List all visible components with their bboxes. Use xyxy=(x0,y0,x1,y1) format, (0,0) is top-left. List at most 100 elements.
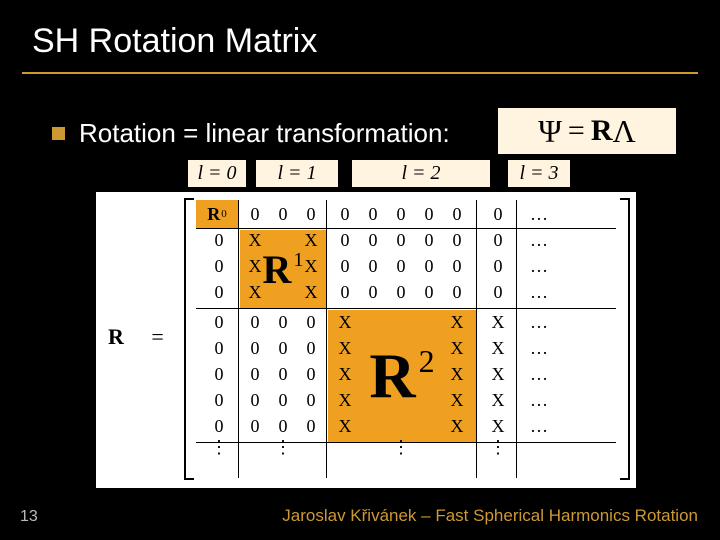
matrix-cell: X xyxy=(332,338,358,359)
matrix-cell: 0 xyxy=(332,230,358,251)
matrix-cell: 0 xyxy=(298,416,324,437)
title-underline xyxy=(22,72,698,74)
matrix-cell: 0 xyxy=(270,364,296,385)
slide-title: SH Rotation Matrix xyxy=(32,22,317,61)
matrix-cell: 0 xyxy=(444,256,470,277)
matrix-cell: 0 xyxy=(270,312,296,333)
matrix-cell: X xyxy=(484,364,512,385)
matrix-cell: X xyxy=(242,256,268,277)
matrix-cell: ⋮ xyxy=(202,444,236,450)
equation-lambda: Λ xyxy=(613,113,636,150)
matrix-cell: X xyxy=(298,256,324,277)
band-label-l2: l = 2 xyxy=(352,160,490,187)
matrix-figure: R = R0 R1 R2 xyxy=(96,192,636,488)
matrix-cell: X xyxy=(484,416,512,437)
matrix-cell: X xyxy=(444,390,470,411)
matrix-cell: 0 xyxy=(332,204,358,225)
bracket-left xyxy=(184,198,194,480)
equation-R: R xyxy=(591,114,613,148)
matrix-cell: 0 xyxy=(270,204,296,225)
matrix-cell: 0 xyxy=(202,312,236,333)
slide: SH Rotation Matrix Rotation = linear tra… xyxy=(0,0,720,540)
matrix-cell: X xyxy=(332,390,358,411)
matrix-cell: 0 xyxy=(270,416,296,437)
matrix-cell: 0 xyxy=(242,204,268,225)
matrix-cell: 0 xyxy=(388,230,414,251)
matrix-cell: 0 xyxy=(360,230,386,251)
matrix-cell: 0 xyxy=(484,204,512,225)
matrix-cell: 0 xyxy=(444,282,470,303)
matrix-cell: 0 xyxy=(332,256,358,277)
matrix-cell: X xyxy=(484,338,512,359)
matrix-cell: 0 xyxy=(242,390,268,411)
matrix-cell: … xyxy=(522,312,556,333)
matrix-cell: … xyxy=(522,416,556,437)
matrix-cell: 0 xyxy=(270,390,296,411)
matrix-cell: 0 xyxy=(202,416,236,437)
matrix-cell: ⋮ xyxy=(388,444,414,450)
matrix-cell: 0 xyxy=(388,282,414,303)
matrix-cell: X xyxy=(332,416,358,437)
matrix-cell: 0 xyxy=(444,230,470,251)
matrix-cell: 0 xyxy=(298,312,324,333)
equation-psi-eq-r-lambda: Ψ = R Λ xyxy=(498,108,676,154)
matrix-cell: 0 xyxy=(388,204,414,225)
matrix-cell: … xyxy=(522,230,556,251)
matrix-cell: X xyxy=(444,312,470,333)
bullet-text: Rotation = linear transformation: xyxy=(79,118,450,149)
matrix-cell: 0 xyxy=(270,338,296,359)
matrix-cell: 0 xyxy=(242,312,268,333)
matrix-cell: X xyxy=(242,282,268,303)
matrix-cell: ⋮ xyxy=(270,444,296,450)
matrix-cell: 0 xyxy=(298,338,324,359)
matrix-cell: 0 xyxy=(242,416,268,437)
matrix-cell: 0 xyxy=(242,364,268,385)
bullet-icon xyxy=(52,127,65,140)
matrix-lhs-eq: = xyxy=(151,324,163,349)
matrix-cell: 0 xyxy=(416,204,442,225)
matrix-cell: 0 xyxy=(202,256,236,277)
matrix-inner: R = R0 R1 R2 xyxy=(96,192,636,488)
matrix-cell: X xyxy=(242,230,268,251)
matrix-cell: X xyxy=(444,364,470,385)
bracket-right xyxy=(620,198,630,480)
matrix-cell: … xyxy=(522,256,556,277)
matrix-cell: 0 xyxy=(298,204,324,225)
matrix-cell: X xyxy=(444,416,470,437)
matrix-cell: 0 xyxy=(202,390,236,411)
band-label-l1: l = 1 xyxy=(256,160,338,187)
matrix-cell: X xyxy=(332,312,358,333)
matrix-cell: 0 xyxy=(298,390,324,411)
matrix-cell: … xyxy=(522,390,556,411)
matrix-grid: 0 0 0 0 0 0 0 0 0 … 0 X X 0 0 0 0 0 0 … xyxy=(196,200,616,478)
matrix-cell: 0 xyxy=(202,282,236,303)
matrix-cell: 0 xyxy=(298,364,324,385)
matrix-cell: … xyxy=(522,338,556,359)
matrix-cell: … xyxy=(522,282,556,303)
matrix-cell: 0 xyxy=(360,282,386,303)
equation-equals: = xyxy=(568,114,585,148)
bullet-row: Rotation = linear transformation: xyxy=(52,118,450,149)
matrix-cell: X xyxy=(332,364,358,385)
matrix-cell: 0 xyxy=(484,230,512,251)
matrix-cell: X xyxy=(298,282,324,303)
matrix-cell: 0 xyxy=(416,282,442,303)
matrix-cell: X xyxy=(444,338,470,359)
band-label-l3: l = 3 xyxy=(508,160,570,187)
matrix-lhs-R: R xyxy=(108,324,124,349)
matrix-cell: 0 xyxy=(388,256,414,277)
footer-text: Jaroslav Křivánek – Fast Spherical Harmo… xyxy=(282,506,698,526)
matrix-cell: … xyxy=(522,204,556,225)
matrix-cell: 0 xyxy=(416,256,442,277)
matrix-cell: 0 xyxy=(484,282,512,303)
matrix-cell: X xyxy=(484,390,512,411)
matrix-cell: 0 xyxy=(484,256,512,277)
matrix-cell: 0 xyxy=(202,338,236,359)
matrix-cell: 0 xyxy=(202,364,236,385)
matrix-cell: 0 xyxy=(332,282,358,303)
band-label-l0: l = 0 xyxy=(188,160,246,187)
matrix-cell: 0 xyxy=(444,204,470,225)
matrix-cell: X xyxy=(298,230,324,251)
equation-psi: Ψ xyxy=(538,113,562,150)
matrix-cell: ⋮ xyxy=(484,444,512,450)
